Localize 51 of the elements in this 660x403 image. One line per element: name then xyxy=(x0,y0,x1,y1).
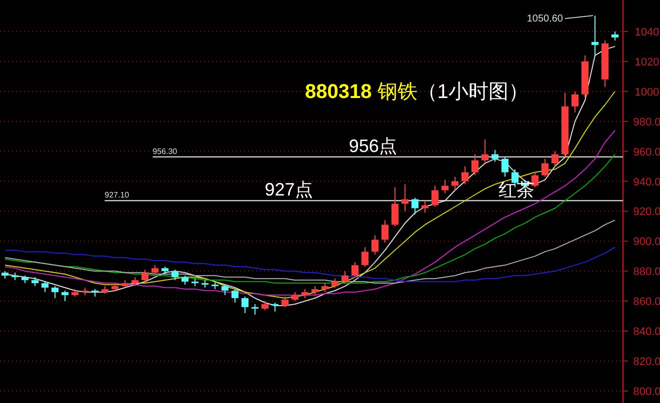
candlestick xyxy=(542,158,548,178)
candlestick xyxy=(392,186,398,227)
ref-line-label: 927.10 xyxy=(104,190,130,200)
y-tick-label: 1040 xyxy=(634,26,660,38)
y-tick-label: 820.0 xyxy=(633,356,660,368)
y-tick-label: 840.0 xyxy=(633,326,660,338)
candlestick xyxy=(482,138,488,164)
annotation: 927点 xyxy=(264,180,313,200)
candlestick xyxy=(372,234,378,256)
line-series xyxy=(4,246,616,282)
ref-line-label: 956.30 xyxy=(152,146,178,156)
candlestick xyxy=(342,270,348,284)
y-tick-label: 960.0 xyxy=(633,146,660,158)
candlestick xyxy=(52,286,58,299)
candlestick xyxy=(412,197,418,215)
candlestick xyxy=(222,284,228,296)
candlestick xyxy=(252,304,258,316)
y-tick-label: 940.0 xyxy=(633,176,660,188)
candlestick xyxy=(362,246,368,268)
candlestick xyxy=(282,296,288,308)
y-tick-label: 1020 xyxy=(634,56,660,68)
candlestick xyxy=(492,149,498,162)
candlestick xyxy=(452,176,458,191)
y-tick-label: 800.0 xyxy=(633,386,660,398)
candlestick xyxy=(442,179,448,194)
annotation: 956点 xyxy=(348,136,397,156)
candlestick xyxy=(422,200,428,214)
candlestick xyxy=(172,269,178,281)
y-tick-label: 920.0 xyxy=(633,206,660,218)
candlestick xyxy=(232,288,238,304)
candlestick xyxy=(572,90,578,113)
candlestick xyxy=(592,15,598,56)
candlestick xyxy=(552,150,558,167)
candlestick xyxy=(352,262,358,278)
y-tick-label: 1000 xyxy=(634,86,660,98)
text: 880318 钢铁（1小时图） xyxy=(305,81,528,103)
annotation: 红茶 xyxy=(498,180,534,200)
candlestick xyxy=(382,220,388,244)
candlestick xyxy=(472,154,478,176)
y-tick-label: 860.0 xyxy=(633,296,660,308)
candlestick xyxy=(432,185,438,208)
y-tick-label: 880.0 xyxy=(633,266,660,278)
candlestick xyxy=(62,290,68,302)
annotation: 1050.60 xyxy=(526,14,564,25)
candlestick xyxy=(142,269,148,282)
candlestick xyxy=(502,156,508,178)
y-tick-label: 980.0 xyxy=(633,116,660,128)
y-tick-label: 900.0 xyxy=(633,236,660,248)
candlestick xyxy=(42,281,48,293)
candlestick xyxy=(462,166,468,185)
candlestick xyxy=(242,296,248,314)
